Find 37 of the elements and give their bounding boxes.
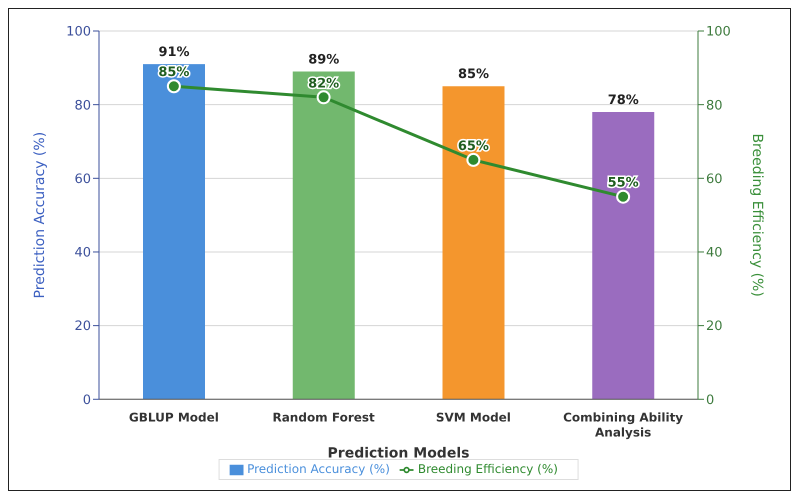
data-label: 89% — [308, 52, 340, 68]
y-tick-label: 20 — [74, 319, 91, 334]
y-tick-label: 40 — [74, 246, 91, 261]
point — [616, 190, 630, 204]
x-tick-label: SVM Model — [436, 410, 511, 424]
y2-tick-label: 0 — [706, 392, 714, 408]
data-label: 65% — [458, 138, 489, 154]
data-label: 85% — [458, 67, 490, 82]
point — [466, 152, 480, 167]
y2-tick-label: 80 — [706, 98, 723, 114]
data-label: 78% — [608, 93, 639, 108]
y-axis-title: Prediction Accuracy (%) — [32, 132, 48, 298]
data-label: 55% — [608, 176, 639, 191]
y-tick-label: 60 — [74, 172, 91, 187]
bar — [592, 112, 654, 400]
y-tick-label: 100 — [66, 24, 91, 40]
point — [316, 90, 331, 104]
data-label: 82% — [308, 76, 340, 92]
data-label: 85% — [158, 65, 190, 80]
y2-tick-label: 20 — [706, 319, 723, 334]
legend-label: Prediction Accuracy (%) — [247, 462, 390, 476]
y2-tick-label: 40 — [706, 246, 723, 261]
y2-tick-label: 100 — [706, 24, 731, 40]
point — [166, 79, 181, 94]
bar — [143, 64, 205, 400]
legend-label: Breeding Efficiency (%) — [418, 462, 558, 476]
bar — [292, 72, 355, 400]
bar — [442, 86, 504, 400]
y-tick-label: 0 — [82, 392, 91, 408]
y-tick-label: 80 — [74, 98, 91, 114]
y2-tick-label: 60 — [706, 172, 723, 187]
y2-axis-title: Breeding Efficiency (%) — [749, 133, 766, 297]
x-tick-label: GBLUP Model — [128, 410, 219, 424]
x-tick-label: Combining Ability Analysis — [563, 410, 684, 440]
x-axis-title: Prediction Models — [328, 445, 470, 462]
x-tick-label: Random Forest — [272, 410, 376, 424]
data-label: 91% — [158, 45, 190, 60]
